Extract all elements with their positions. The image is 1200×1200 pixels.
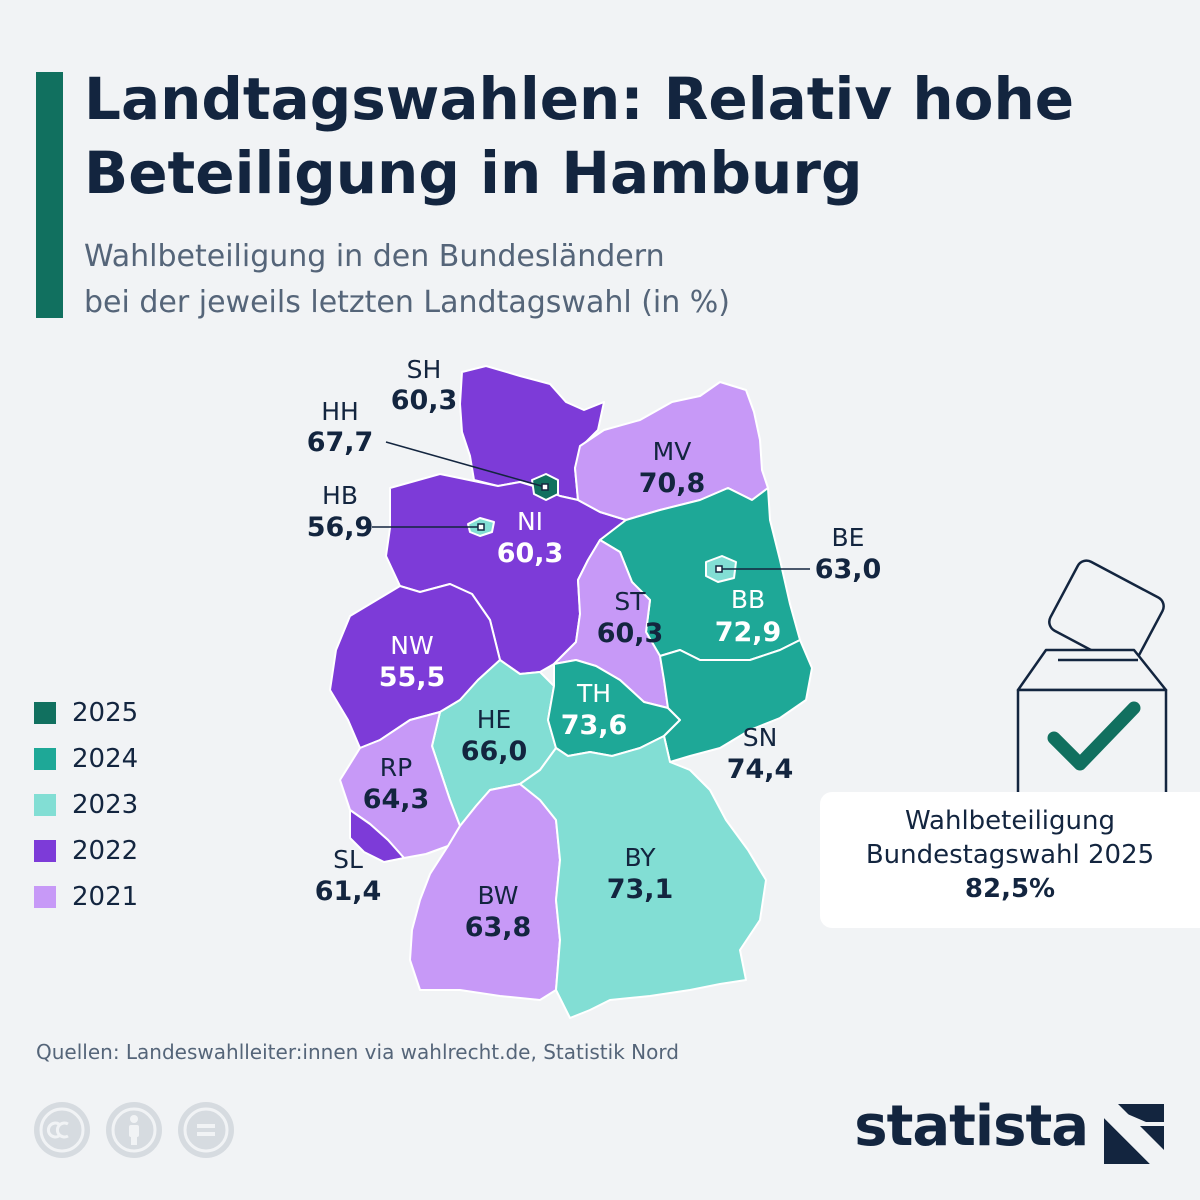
title-accent-bar (36, 72, 63, 318)
state-value-HE: 66,0 (461, 736, 528, 767)
state-value-RP: 64,3 (363, 784, 430, 815)
state-value-BE: 63,0 (815, 554, 882, 585)
legend-item-2024: 2024 (34, 736, 138, 782)
marker-BE (715, 565, 723, 573)
state-value-BW: 63,8 (465, 912, 532, 943)
page-title: Landtagswahlen: Relativ hohe Beteiligung… (84, 65, 1075, 207)
state-code-SL: SL (333, 845, 363, 874)
state-code-HB: HB (322, 481, 358, 510)
legend-item-2025: 2025 (34, 690, 138, 736)
state-value-HH: 67,7 (307, 427, 374, 458)
state-value-TH: 73,6 (561, 710, 628, 741)
cc-icon[interactable] (34, 1102, 90, 1158)
legend-item-2021: 2021 (34, 874, 138, 920)
attribution-icon[interactable] (106, 1102, 162, 1158)
state-value-SL: 61,4 (315, 876, 382, 907)
license-icons (34, 1102, 234, 1158)
marker-HH (541, 483, 549, 491)
state-MV (574, 381, 769, 521)
no-derivatives-icon[interactable] (178, 1102, 234, 1158)
legend-swatch-2023 (34, 794, 56, 816)
state-code-RP: RP (380, 753, 412, 782)
state-code-BE: BE (832, 523, 865, 552)
state-code-HE: HE (477, 705, 512, 734)
state-code-BY: BY (624, 843, 656, 872)
state-code-HH: HH (321, 397, 359, 426)
legend-swatch-2024 (34, 748, 56, 770)
state-SN (659, 639, 813, 763)
legend-label-2021: 2021 (72, 882, 139, 912)
legend-item-2022: 2022 (34, 828, 138, 874)
state-SL (349, 809, 405, 863)
state-code-BB: BB (731, 585, 765, 614)
state-code-SH: SH (407, 355, 442, 384)
federal-turnout-label-2: Bundestagswahl 2025 (865, 840, 1155, 870)
source-note: Quellen: Landeswahlleiter:innen via wahl… (36, 1040, 679, 1064)
legend: 2025 2024 2023 2022 2021 (34, 690, 138, 920)
state-BY (519, 735, 767, 1019)
page-subtitle: Wahlbeteiligung in den Bundesländern bei… (84, 234, 1084, 326)
state-value-MV: 70,8 (639, 468, 706, 499)
state-value-SH: 60,3 (391, 385, 458, 416)
legend-label-2025: 2025 (72, 698, 139, 728)
state-code-NW: NW (390, 631, 433, 660)
legend-label-2024: 2024 (72, 744, 139, 774)
state-value-ST: 60,3 (597, 618, 664, 649)
legend-swatch-2022 (34, 840, 56, 862)
legend-swatch-2025 (34, 702, 56, 724)
state-code-TH: TH (576, 679, 611, 708)
legend-item-2023: 2023 (34, 782, 138, 828)
marker-HB (477, 523, 485, 531)
statista-logo[interactable]: statista (854, 1094, 1089, 1159)
ballot-box-check-icon (1016, 559, 1168, 796)
subtitle-line-2: bei der jeweils letzten Landtagswahl (in… (84, 285, 731, 320)
state-value-NI: 60,3 (497, 538, 564, 569)
state-value-BB: 72,9 (715, 617, 782, 648)
federal-turnout-label-1: Wahlbeteiligung (904, 806, 1115, 836)
leader-lines (372, 441, 810, 570)
legend-label-2022: 2022 (72, 836, 139, 866)
state-value-BY: 73,1 (607, 874, 674, 905)
state-value-SN: 74,4 (727, 754, 794, 785)
state-code-SN: SN (743, 723, 778, 752)
statista-logo-mark (1104, 1104, 1164, 1164)
state-code-MV: MV (653, 437, 692, 466)
subtitle-line-1: Wahlbeteiligung in den Bundesländern (84, 239, 665, 274)
legend-swatch-2021 (34, 886, 56, 908)
federal-turnout-value: 82,5% (964, 874, 1056, 904)
state-code-NI: NI (517, 507, 543, 536)
state-value-NW: 55,5 (379, 662, 446, 693)
federal-turnout-box: Wahlbeteiligung Bundestagswahl 2025 82,5… (820, 792, 1200, 928)
leader-line-HH (385, 441, 546, 488)
state-code-ST: ST (614, 587, 646, 616)
state-code-BW: BW (478, 881, 519, 910)
state-value-HB: 56,9 (307, 512, 374, 543)
legend-label-2023: 2023 (72, 790, 139, 820)
